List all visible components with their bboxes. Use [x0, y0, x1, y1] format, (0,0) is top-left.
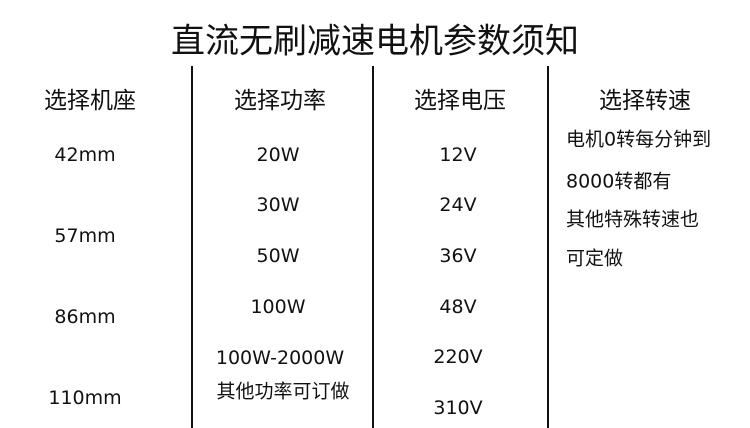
speed-note-line: 可定做	[566, 247, 624, 270]
page-title: 直流无刷减速电机参数须知	[171, 21, 579, 62]
voltage-value: 24V	[439, 194, 477, 216]
column-divider	[372, 66, 374, 428]
frame-size-value: 42mm	[54, 144, 116, 166]
header-power: 选择功率	[234, 88, 326, 114]
voltage-value: 36V	[439, 245, 477, 267]
power-value: 20W	[256, 144, 300, 166]
power-value: 50W	[256, 245, 300, 267]
voltage-value: 12V	[439, 144, 477, 166]
speed-note-line: 8000转都有	[566, 170, 672, 193]
column-divider	[191, 66, 193, 428]
header-voltage: 选择电压	[414, 88, 506, 114]
power-note: 其他功率可订做	[216, 380, 350, 403]
power-value: 100W-2000W	[215, 347, 345, 369]
voltage-value: 220V	[433, 346, 483, 368]
power-value: 30W	[256, 194, 300, 216]
speed-note-line: 其他特殊转速也	[566, 208, 700, 231]
column-divider	[547, 66, 549, 428]
voltage-value: 310V	[433, 397, 483, 419]
voltage-value: 48V	[439, 296, 477, 318]
header-speed: 选择转速	[599, 88, 691, 114]
frame-size-value: 110mm	[48, 387, 122, 409]
frame-size-value: 57mm	[54, 225, 116, 247]
frame-size-value: 86mm	[54, 306, 116, 328]
power-value: 100W	[250, 296, 306, 318]
header-frame-size: 选择机座	[44, 88, 136, 114]
speed-note-line: 电机0转每分钟到	[566, 128, 712, 151]
